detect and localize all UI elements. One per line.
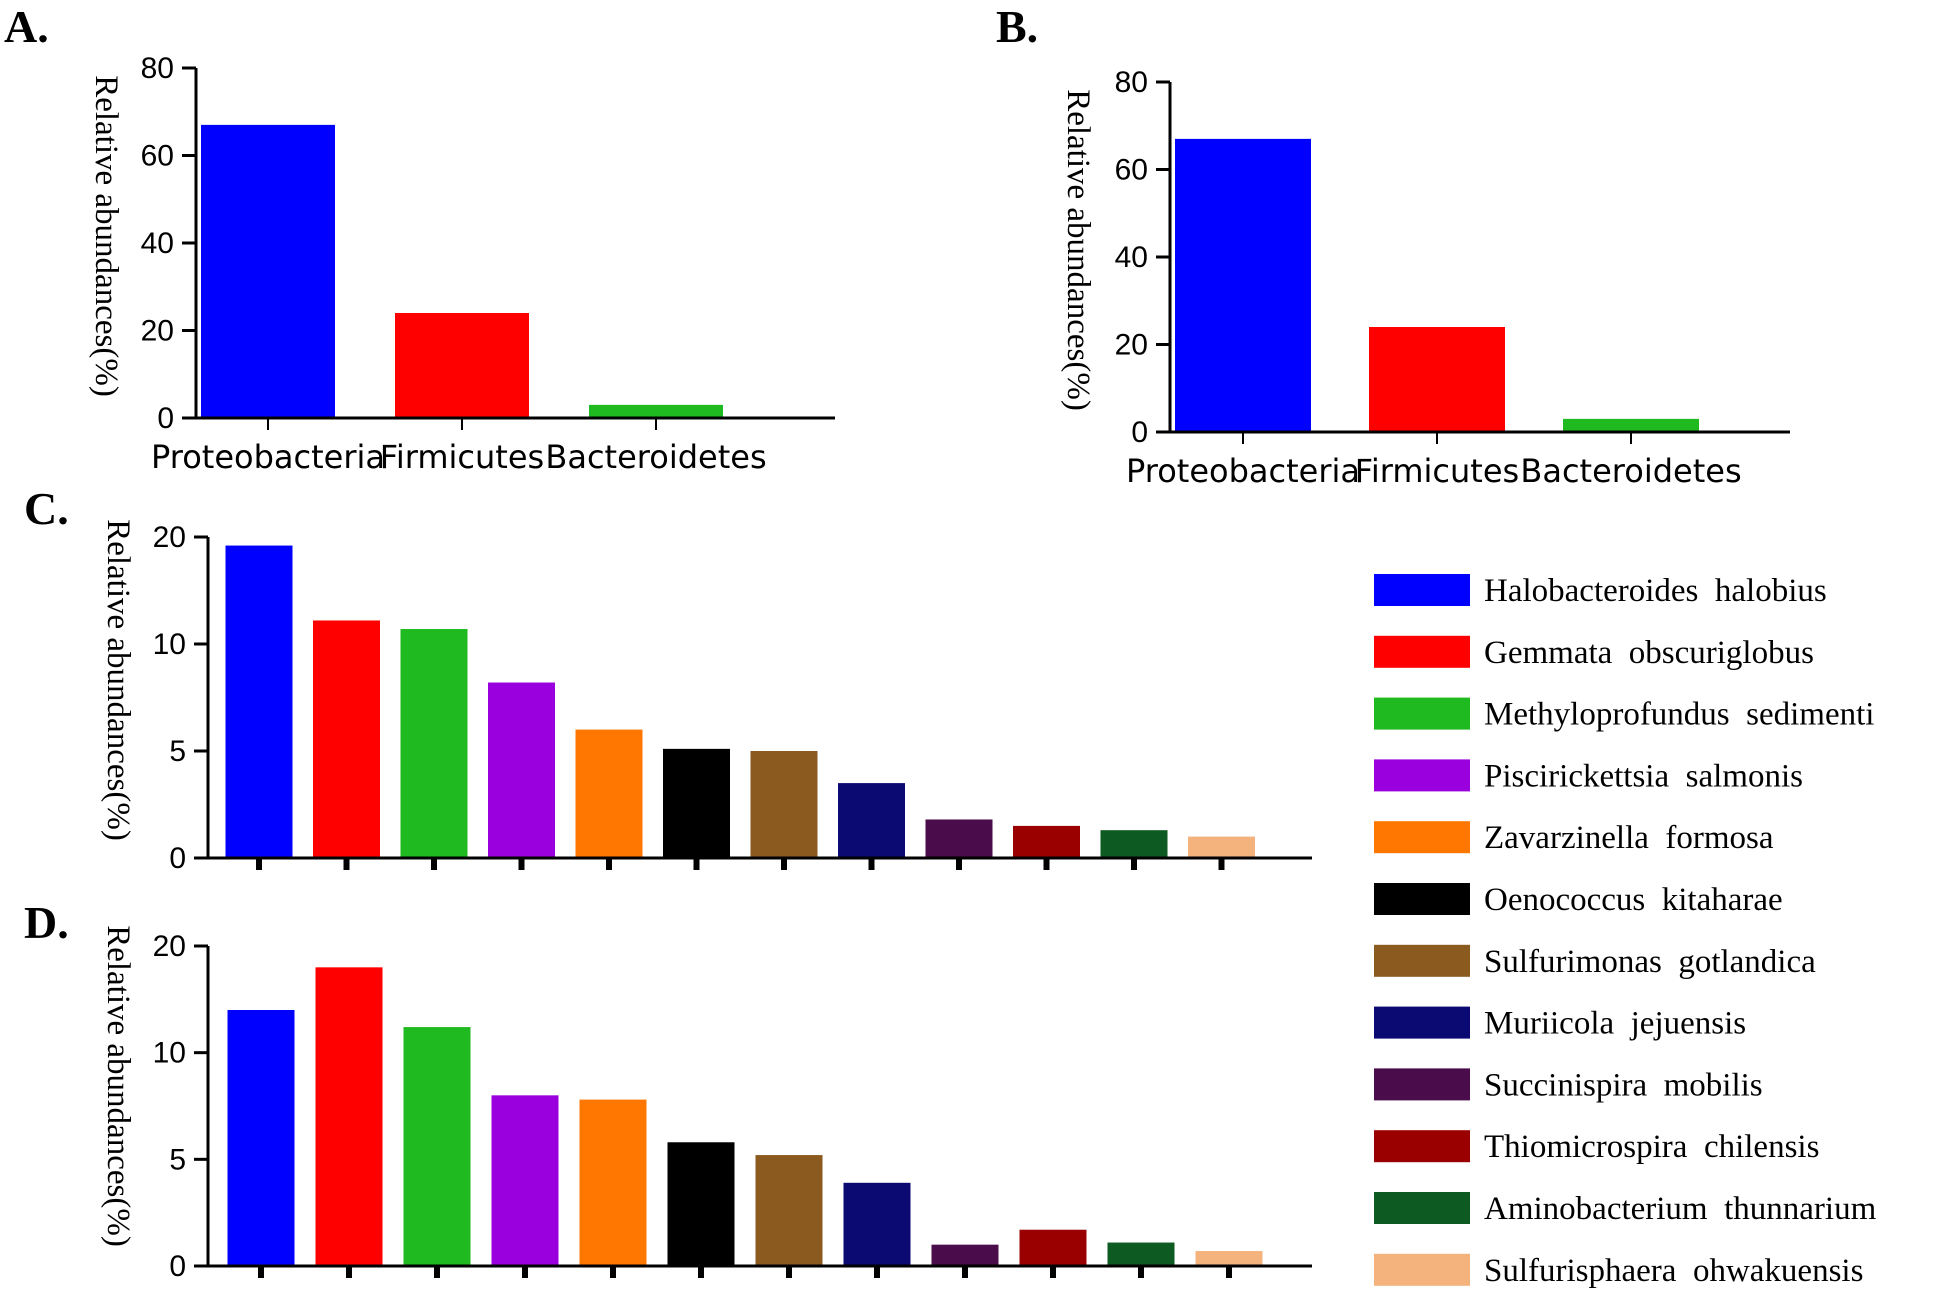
panel-c-label: C. [24, 483, 69, 534]
panel-d: D. Relative abundances(%) 0 5 10 20 [24, 897, 1312, 1283]
legend-label: Aminobacterium thunnarium [1484, 1191, 1877, 1227]
y-tick-label: 60 [141, 140, 174, 173]
y-tick-label: 20 [141, 315, 174, 348]
panel-a-y-axis-label: Relative abundances(%) [88, 75, 124, 397]
bar-b-3 [1563, 418, 1699, 432]
y-tick-label: 40 [141, 227, 174, 260]
y-tick-label: 40 [1115, 241, 1148, 274]
bar-c-6 [663, 748, 730, 858]
legend: Halobacteroides halobius Gemmata obscurig… [1374, 573, 1877, 1289]
bar-a-3 [589, 404, 723, 418]
legend-swatch [1374, 635, 1470, 668]
y-tick-label: 80 [1115, 66, 1148, 99]
bar-c-9 [925, 819, 993, 858]
legend-label: Piscirickettsia salmonis [1484, 758, 1803, 794]
legend-swatch [1374, 1068, 1470, 1101]
bar-c-5 [575, 729, 643, 858]
bar-d-8 [843, 1182, 911, 1266]
y-tick-label: 10 [153, 1037, 186, 1070]
bar-d-4 [491, 1095, 559, 1266]
bar-a-2 [395, 313, 529, 418]
x-tick-label: Proteobacteria [1126, 452, 1360, 490]
legend-label: Methyloprofundus sedimenti [1484, 697, 1874, 733]
panel-d-label: D. [24, 897, 69, 948]
y-tick-label: 20 [153, 930, 186, 963]
legend-swatch [1374, 1006, 1470, 1039]
bar-c-2 [313, 620, 380, 858]
y-tick-label: 5 [169, 735, 186, 768]
y-tick-label: 20 [153, 521, 186, 554]
panel-b-label: B. [996, 1, 1038, 52]
legend-swatch [1374, 1192, 1470, 1224]
bar-c-4 [488, 682, 555, 858]
panel-b-y-axis-label: Relative abundances(%) [1060, 89, 1096, 411]
panel-b: B. Relative abundances(%) Proteobacteria… [996, 1, 1790, 490]
bar-a-1 [201, 124, 335, 418]
x-tick-label: Proteobacteria [151, 438, 385, 476]
bar-b-2 [1369, 327, 1505, 432]
x-tick-label: Bacteroidetes [1520, 452, 1741, 490]
bar-d-10 [1019, 1229, 1087, 1266]
x-tick-label: Firmicutes [1355, 452, 1519, 490]
bar-d-12 [1195, 1251, 1263, 1266]
bar-c-3 [400, 629, 468, 858]
legend-swatch [1374, 759, 1470, 792]
panel-a: A. Relative abundances(%) Proteobacteria… [4, 1, 835, 476]
x-tick-label: Firmicutes [380, 438, 544, 476]
bar-d-2 [315, 967, 383, 1266]
bar-b-1 [1175, 138, 1311, 432]
legend-swatch [1374, 821, 1470, 854]
bar-d-5 [579, 1099, 647, 1266]
bar-d-3 [403, 1027, 471, 1266]
legend-swatch [1374, 883, 1470, 915]
y-tick-label: 20 [1115, 329, 1148, 362]
y-tick-label: 60 [1115, 154, 1148, 187]
legend-label: Sulfurimonas gotlandica [1484, 944, 1816, 980]
legend-label: Oenococcus kitaharae [1484, 882, 1783, 918]
bar-d-6 [667, 1142, 735, 1266]
x-tick-label: Bacteroidetes [545, 438, 766, 476]
panel-c-y-axis-label: Relative abundances(%) [100, 519, 136, 841]
bar-d-9 [931, 1244, 999, 1266]
legend-swatch [1374, 1253, 1470, 1286]
bar-c-11 [1100, 830, 1168, 858]
legend-swatch [1374, 697, 1470, 730]
legend-swatch [1374, 574, 1470, 606]
y-tick-label: 80 [141, 52, 174, 85]
legend-label: Succinispira mobilis [1484, 1067, 1763, 1103]
y-tick-label: 0 [169, 842, 186, 875]
legend-label: Thiomicrospira chilensis [1484, 1129, 1819, 1165]
panel-a-label: A. [4, 1, 49, 52]
legend-label: Muriicola jejuensis [1484, 1006, 1746, 1042]
y-tick-label: 0 [1131, 416, 1148, 449]
panel-c: C. Relative abundances(%) 0 5 10 20 [24, 483, 1312, 875]
y-tick-label: 10 [153, 628, 186, 661]
bar-d-1 [227, 1010, 295, 1266]
bar-c-7 [750, 751, 818, 858]
panel-d-y-axis-label: Relative abundances(%) [100, 925, 136, 1247]
bar-d-11 [1107, 1242, 1175, 1266]
y-tick-label: 5 [169, 1143, 186, 1176]
bar-c-10 [1013, 825, 1080, 858]
bar-c-1 [225, 545, 293, 858]
legend-label: Halobacteroides halobius [1484, 573, 1827, 609]
legend-swatch [1374, 1130, 1470, 1163]
y-tick-label: 0 [157, 402, 174, 435]
legend-label: Sulfurisphaera ohwakuensis [1484, 1253, 1863, 1289]
legend-label: Gemmata obscuriglobus [1484, 635, 1814, 671]
bar-c-8 [838, 783, 905, 858]
legend-swatch [1374, 944, 1470, 977]
bar-c-12 [1188, 836, 1255, 858]
y-tick-label: 0 [169, 1250, 186, 1283]
bar-d-7 [755, 1155, 823, 1266]
legend-label: Zavarzinella formosa [1484, 820, 1774, 856]
